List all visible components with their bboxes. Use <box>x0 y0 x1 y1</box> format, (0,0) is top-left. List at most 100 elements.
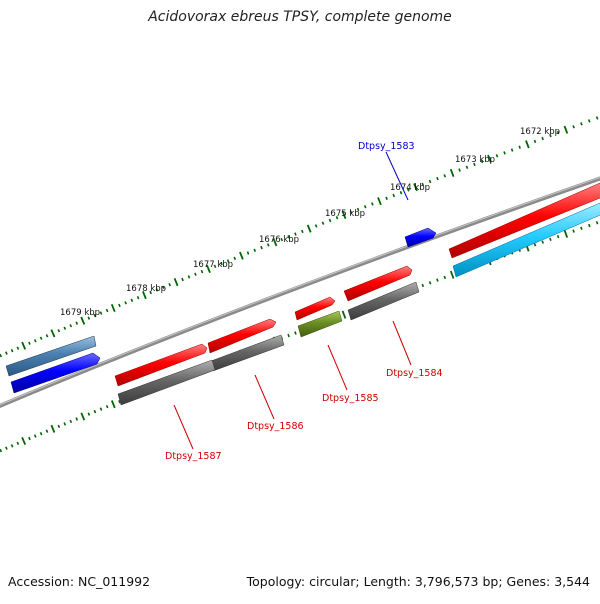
outer-tick <box>399 191 403 195</box>
leader-line-1586 <box>254 374 275 420</box>
outer-tick <box>541 136 544 141</box>
inner-tick <box>21 436 27 445</box>
inner-tick <box>118 400 121 404</box>
inner-tick <box>5 446 8 450</box>
inner-tick <box>533 243 537 247</box>
inner-tick <box>57 424 61 429</box>
outer-tick <box>16 346 20 350</box>
inner-tick <box>16 441 20 446</box>
outer-tick <box>136 295 140 300</box>
gene-feature-right-red-outer[interactable] <box>448 182 600 259</box>
outer-tick <box>306 224 312 233</box>
gene-label-dtpsy-1585[interactable]: Dtpsy_1585 <box>322 393 379 404</box>
inner-tick <box>580 226 583 230</box>
genome-backbone <box>0 176 600 408</box>
outer-tick <box>213 264 217 269</box>
inner-tick <box>10 444 14 448</box>
outer-tick <box>155 288 159 292</box>
outer-tick <box>294 232 297 236</box>
gene-feature-left-steel[interactable] <box>5 335 97 377</box>
outer-tick <box>226 259 230 263</box>
outer-tick <box>533 139 537 144</box>
cds-feature-dtpsy-1585[interactable] <box>297 310 343 338</box>
outer-tick <box>266 243 270 247</box>
outer-tick <box>518 145 521 149</box>
outer-tick <box>220 262 223 266</box>
gene-feature-left-blue[interactable] <box>10 352 101 394</box>
gene-label-dtpsy-1583[interactable]: Dtpsy_1583 <box>358 141 415 152</box>
outer-tick <box>449 168 455 178</box>
outer-tick <box>105 308 109 313</box>
outer-tick <box>280 237 284 242</box>
inner-tick <box>69 419 73 424</box>
outer-tick <box>63 326 67 330</box>
outer-tick <box>563 125 569 134</box>
outer-tick <box>301 229 304 234</box>
forward-strand-features <box>5 182 600 394</box>
outer-tick <box>80 316 86 325</box>
tick-label-1674: 1674 kbp <box>390 183 430 193</box>
outer-tick <box>10 348 14 353</box>
inner-tick <box>541 240 544 244</box>
inner-tick <box>33 434 37 438</box>
outer-tick <box>572 125 575 129</box>
tick-label-1676: 1676 kbp <box>259 235 299 245</box>
gene-feature-dtpsy-1583[interactable] <box>404 227 437 248</box>
outer-tick <box>580 122 583 126</box>
outer-tick <box>233 256 237 261</box>
outer-tick <box>173 278 179 287</box>
tick-label-1679: 1679 kbp <box>60 308 100 318</box>
leader-line-1585 <box>327 344 348 391</box>
gene-feature-dtpsy-1585-outer[interactable] <box>294 296 336 321</box>
inner-tick <box>341 310 347 319</box>
inner-tick <box>110 400 116 409</box>
outer-tick <box>503 151 506 155</box>
outer-tick <box>130 298 134 302</box>
inner-tick <box>428 281 432 285</box>
outer-tick <box>392 193 396 198</box>
inner-tick <box>572 229 575 233</box>
cds-feature-dtpsy-1587[interactable] <box>117 359 216 406</box>
gene-label-dtpsy-1586[interactable]: Dtpsy_1586 <box>247 421 304 432</box>
gene-feature-dtpsy-1584-outer[interactable] <box>343 265 413 302</box>
inner-tick <box>87 412 91 416</box>
gene-label-dtpsy-1584[interactable]: Dtpsy_1584 <box>386 368 443 379</box>
inner-tick <box>99 407 103 411</box>
outer-tick <box>314 224 318 228</box>
outer-tick <box>87 316 91 320</box>
cds-feature-right-cyan[interactable] <box>452 202 600 278</box>
inner-tick <box>595 221 599 225</box>
outer-tick <box>349 210 353 214</box>
outer-tick <box>549 133 552 138</box>
outer-tick <box>428 179 432 184</box>
genome-summary-text: Topology: circular; Length: 3,796,573 bp… <box>246 574 590 589</box>
map-title: Acidovorax ebreus TPSY, complete genome <box>148 9 452 25</box>
outer-tick <box>149 290 152 295</box>
leader-line-1587 <box>173 404 194 450</box>
gene-feature-dtpsy-1586-outer[interactable] <box>207 318 277 354</box>
outer-tick <box>321 221 325 225</box>
outer-tick <box>118 303 121 308</box>
outer-tick <box>371 202 374 206</box>
gene-feature-dtpsy-1587-outer[interactable] <box>114 343 208 387</box>
gene-label-dtpsy-1587[interactable]: Dtpsy_1587 <box>165 451 222 462</box>
outer-tick <box>556 130 560 135</box>
outer-tick <box>142 291 147 300</box>
outer-tick <box>260 245 263 250</box>
outer-tick <box>50 329 56 338</box>
outer-tick <box>45 334 49 338</box>
outer-tick <box>57 329 61 333</box>
cds-feature-dtpsy-1584[interactable] <box>347 281 420 321</box>
inner-tick <box>436 278 439 282</box>
outer-tick <box>510 148 514 152</box>
outer-tick <box>253 248 257 252</box>
outer-tick <box>187 275 191 279</box>
tick-label-1675: 1675 kbp <box>325 209 365 219</box>
inner-tick <box>294 331 297 335</box>
outer-tick <box>246 251 250 255</box>
inner-tick <box>287 333 290 338</box>
outer-tick <box>413 183 418 192</box>
outer-tick <box>436 176 439 181</box>
outer-tick <box>181 277 184 282</box>
